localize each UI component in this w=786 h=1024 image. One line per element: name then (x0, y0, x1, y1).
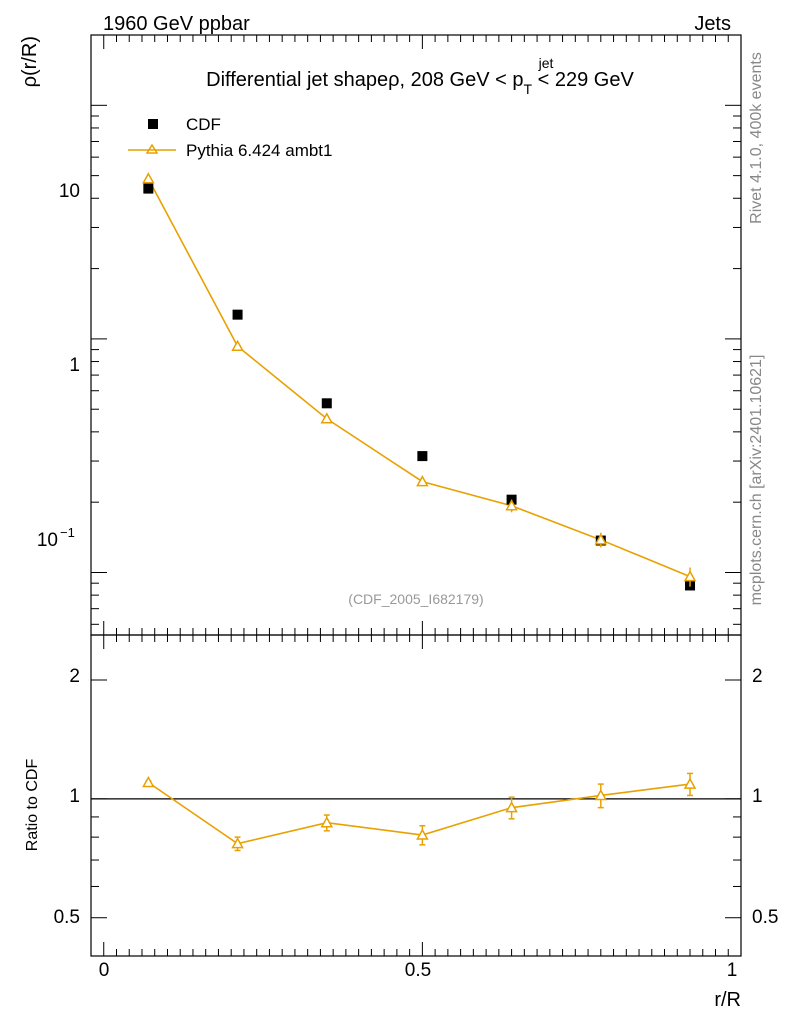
ratio-data-point (505, 801, 518, 813)
mc-data-point (231, 339, 244, 352)
ratio-y-tick-label-1-right: 1 (752, 786, 763, 807)
main-y-tick-label-1: 1 (69, 355, 80, 376)
mcplots-label: mcplots.cern.ch [arXiv:2401.10621] (748, 355, 765, 606)
mc-data-point (416, 475, 429, 487)
legend-marker-pythia (145, 143, 159, 154)
main-chart-title: Differential jet shapeρ, 208 GeV < pT < … (206, 69, 634, 97)
cdf-data-point (143, 183, 154, 194)
title-prefix: Differential jet shapeρ, 208 GeV < p (206, 69, 523, 91)
header-left: 1960 GeV ppbar (103, 13, 250, 35)
main-y-tick-base: 10 (37, 530, 58, 551)
legend-label-cdf: CDF (186, 115, 221, 134)
ratio-data-point (683, 777, 697, 789)
ratio-y-tick-label-1: 1 (69, 786, 80, 807)
ratio-data-point (416, 828, 429, 840)
x-tick-label-0: 0 (99, 960, 110, 981)
cdf-data-point (417, 451, 428, 462)
mc-data-point (594, 533, 608, 545)
mc-data-point (683, 570, 697, 582)
legend-marker-cdf (148, 119, 158, 129)
ratio-y-tick-label-0.5-right: 0.5 (752, 907, 778, 928)
ratio-data-point (320, 816, 334, 828)
legend-label-pythia: Pythia 6.424 ambt1 (186, 141, 332, 160)
mc-data-point (320, 412, 334, 424)
axis-ticks (91, 34, 742, 957)
ratio-data-point (594, 788, 608, 801)
mc-data-point (505, 499, 518, 511)
data-marks (91, 172, 741, 852)
ratio-y-tick-label-2: 2 (69, 666, 80, 687)
ratio-y-tick-label-2-right: 2 (752, 666, 763, 687)
cdf-data-point (232, 309, 243, 320)
x-tick-label-0.5: 0.5 (405, 960, 431, 981)
title-sub: T (524, 81, 533, 97)
main-y-tick-exp: −1 (60, 525, 75, 540)
title-suffix: < 229 GeV (532, 69, 634, 91)
rivet-label: Rivet 4.1.0, 400k events (748, 52, 765, 224)
x-tick-label-1: 1 (727, 960, 738, 981)
ratio-y-axis-title: Ratio to CDF (24, 759, 41, 852)
main-y-axis-title: ρ(r/R) (19, 36, 41, 87)
ratio-panel-frame (90, 634, 742, 957)
analysis-watermark: (CDF_2005_I682179) (348, 591, 483, 607)
cdf-data-point (321, 398, 332, 409)
ratio-data-point (231, 837, 244, 849)
ratio-y-tick-label-0.5: 0.5 (54, 907, 80, 928)
main-y-tick-label-0.1: 10 (37, 530, 58, 551)
x-axis-title: r/R (714, 989, 741, 1011)
legend: CDF Pythia 6.424 ambt1 (128, 115, 332, 160)
mc-data-point (142, 172, 155, 184)
main-y-tick-label-10: 10 (59, 181, 80, 202)
mc-series-line (147, 178, 691, 578)
header-right: Jets (694, 13, 731, 35)
ratio-data-point (142, 775, 155, 788)
title-sup: jet (538, 55, 554, 71)
